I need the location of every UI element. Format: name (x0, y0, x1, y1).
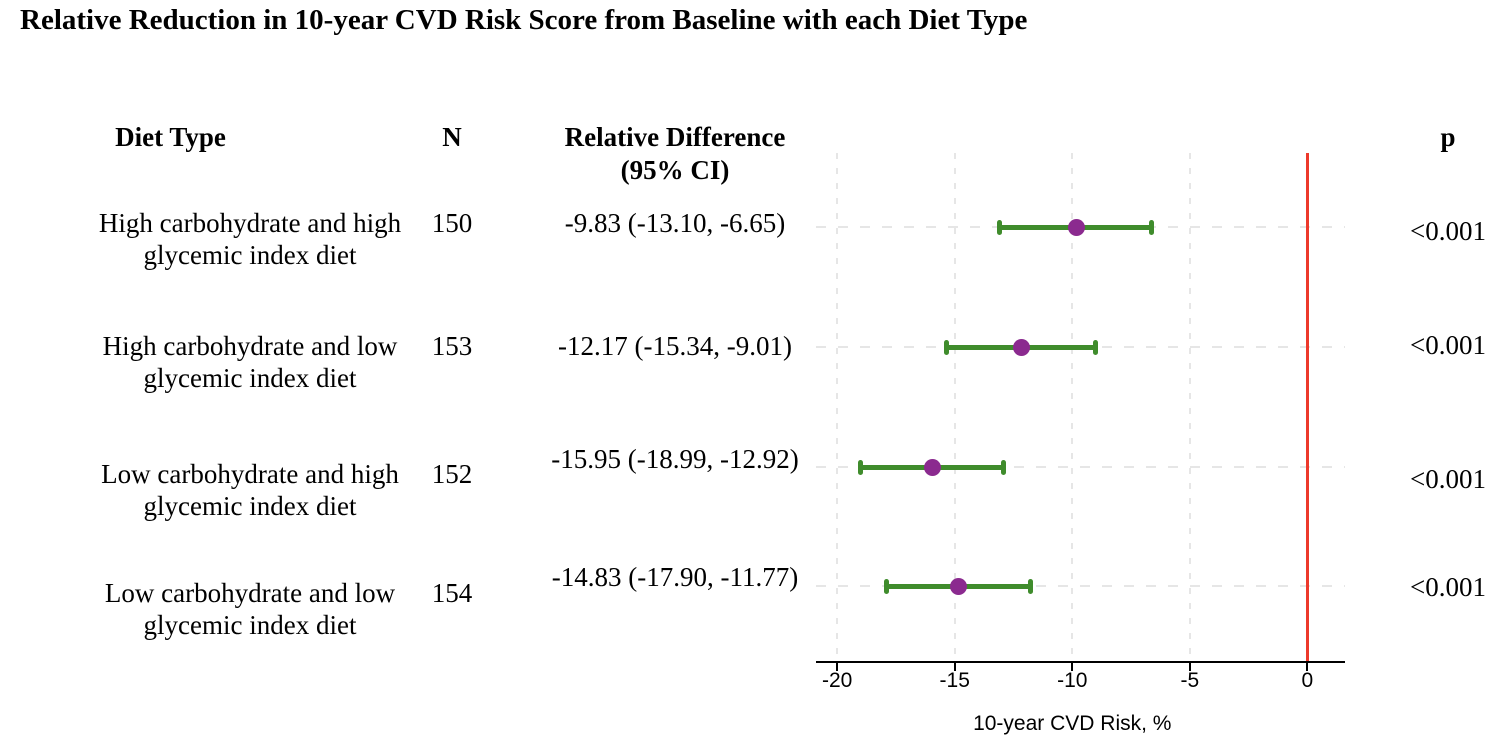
n-value: 154 (431, 578, 473, 608)
diet-label-line1: Low carbohydrate and high (101, 459, 399, 489)
figure-title: Relative Reduction in 10-year CVD Risk S… (20, 4, 1028, 36)
reference-line (1305, 153, 1309, 661)
x-axis-line (816, 661, 1345, 663)
n-value: 153 (431, 331, 473, 361)
n-value: 150 (431, 208, 473, 238)
x-axis-tick (1306, 661, 1309, 671)
diet-label-line1: High carbohydrate and low (102, 331, 398, 361)
column-header-relative-difference-line1: Relative Difference (564, 122, 786, 152)
ci-value: -14.83 (-17.90, -11.77) (551, 562, 799, 592)
ci-value: -15.95 (-18.99, -12.92) (551, 444, 799, 474)
ci-value: -9.83 (-13.10, -6.65) (564, 208, 786, 238)
x-axis-tick-label: -5 (1180, 669, 1200, 692)
diet-label: Low carbohydrate and high glycemic index… (20, 458, 480, 522)
x-axis-tick-label: -10 (1057, 669, 1088, 692)
diet-label: Low carbohydrate and low glycemic index … (20, 577, 480, 641)
ci-upper-cap (1093, 339, 1099, 355)
vertical-gridline (953, 153, 956, 661)
column-header-95ci: (95% CI) (620, 155, 730, 185)
ci-lower-cap (944, 339, 950, 355)
p-value: <0.001 (1410, 216, 1486, 246)
diet-label: High carbohydrate and high glycemic inde… (20, 207, 480, 271)
p-value: <0.001 (1410, 572, 1486, 602)
point-estimate-marker (950, 577, 968, 595)
horizontal-gridline (816, 585, 1345, 587)
diet-label-line1: High carbohydrate and high (98, 208, 402, 238)
diet-label-line2: glycemic index diet (143, 240, 357, 270)
diet-label-line2: glycemic index diet (143, 491, 357, 521)
p-value: <0.001 (1410, 464, 1486, 494)
column-header-relative-difference: Relative Difference (95% CI) (505, 121, 845, 187)
column-header-p: p (1440, 122, 1456, 152)
ci-lower-cap (858, 459, 864, 475)
ci-lower-cap (996, 219, 1002, 235)
point-estimate-marker (1067, 218, 1085, 236)
diet-label-line2: glycemic index diet (143, 610, 357, 640)
point-estimate-marker (923, 458, 941, 476)
horizontal-gridline (816, 466, 1345, 468)
x-axis-tick-label: -15 (939, 669, 970, 692)
column-header-diet-type: Diet Type (115, 122, 226, 152)
diet-label: High carbohydrate and low glycemic index… (20, 330, 480, 394)
ci-lower-cap (884, 578, 890, 594)
vertical-gridline (1071, 153, 1074, 661)
n-value: 152 (431, 459, 473, 489)
x-axis-title: 10-year CVD Risk, % (973, 712, 1172, 735)
x-axis-tick-label: -20 (821, 669, 853, 692)
x-axis-tick (836, 661, 839, 671)
point-estimate-marker (1012, 338, 1030, 356)
diet-label-line2: glycemic index diet (143, 363, 357, 393)
x-axis-tick (1071, 661, 1074, 671)
vertical-gridline (836, 153, 839, 661)
x-axis-tick (953, 661, 956, 671)
column-header-n: N (442, 122, 462, 152)
ci-upper-cap (1001, 459, 1007, 475)
x-axis-tick (1188, 661, 1191, 671)
ci-value: -12.17 (-15.34, -9.01) (558, 331, 792, 361)
diet-label-line1: Low carbohydrate and low (104, 578, 396, 608)
ci-upper-cap (1028, 578, 1034, 594)
p-value: <0.001 (1410, 330, 1486, 360)
vertical-gridline (1188, 153, 1191, 661)
x-axis-tick-label: 0 (1301, 669, 1314, 692)
ci-upper-cap (1148, 219, 1154, 235)
